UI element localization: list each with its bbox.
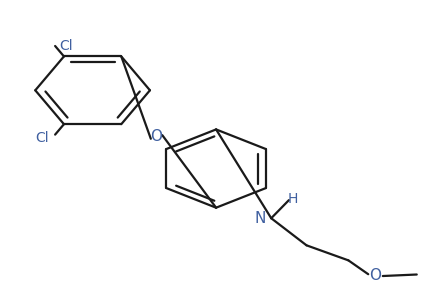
Text: H: H [287,192,298,206]
Text: O: O [369,268,381,283]
Text: N: N [254,211,266,226]
Text: Cl: Cl [60,39,73,53]
Text: Cl: Cl [35,131,49,144]
Text: O: O [150,129,163,144]
